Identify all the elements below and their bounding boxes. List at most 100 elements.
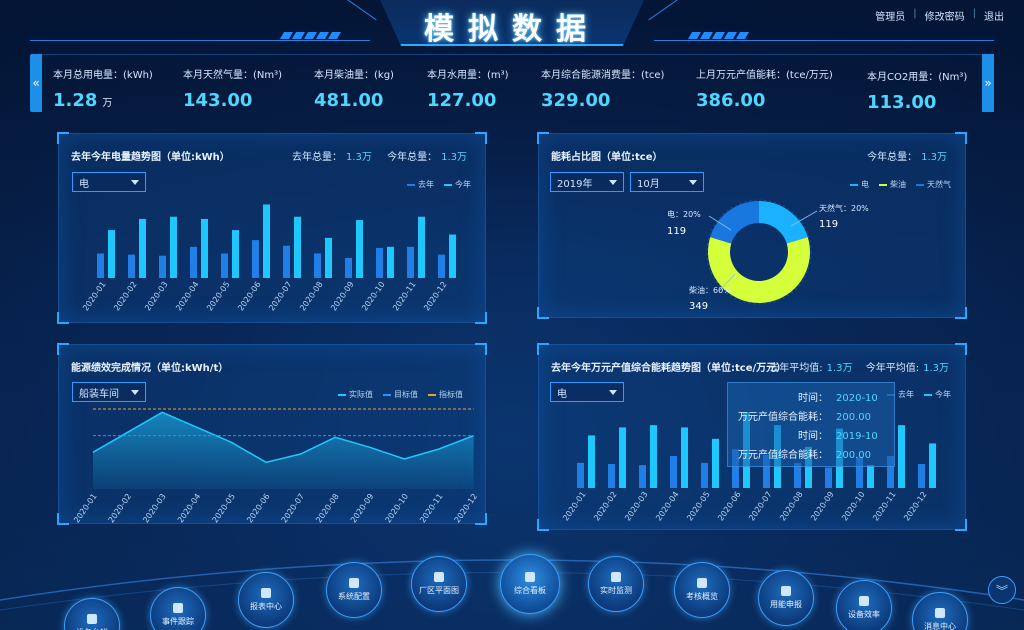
nav-assessment-button[interactable]: 考核概览 bbox=[674, 562, 730, 618]
nav-realtime-button[interactable]: 实时监测 bbox=[588, 556, 644, 612]
nav-label: 实时监测 bbox=[600, 586, 632, 595]
panel-energy-performance: 能源绩效完成情况（单位:kWh/t） 船装车间 实际值 目标值 指标值 2020… bbox=[57, 343, 487, 525]
stat-label: 本月总用电量：(kWh) bbox=[53, 70, 153, 81]
bar-last-year bbox=[190, 246, 197, 278]
legend-this-year: 今年 bbox=[444, 179, 471, 190]
bar-this-year bbox=[650, 425, 657, 488]
title-plate bbox=[380, 0, 644, 46]
nav-config-button[interactable]: 系统配置 bbox=[326, 562, 382, 618]
chevron-double-down-icon[interactable]: ︾ bbox=[988, 576, 1016, 604]
stat-value: 1.28 万 bbox=[53, 90, 113, 111]
actual-area bbox=[93, 412, 474, 489]
nav-messages-button[interactable]: 消息中心 bbox=[912, 592, 968, 630]
this-year-average: 1.3万 bbox=[923, 363, 949, 374]
bar-last-year bbox=[376, 247, 383, 278]
this-year-total: 1.3万 bbox=[921, 152, 947, 163]
last-year-average: 1.3万 bbox=[826, 363, 853, 374]
nav-equipment-button[interactable]: 设备台帐 bbox=[64, 598, 120, 630]
bar-this-year bbox=[449, 234, 456, 278]
legend-index: 指标值 bbox=[428, 389, 463, 400]
clock-icon bbox=[611, 572, 621, 582]
nav-label: 事件跟踪 bbox=[162, 617, 194, 626]
header-line-right bbox=[654, 40, 994, 41]
performance-line-chart: 2020-01 2020-02 2020-03 2020-04 2020-05 2020-… bbox=[72, 408, 479, 525]
nav-reports-button[interactable]: 报表中心 bbox=[238, 572, 294, 628]
header: 模拟数据 管理员 | 修改密码 | 退出 bbox=[0, 0, 1024, 48]
energy-type-select[interactable]: 电 bbox=[72, 172, 146, 192]
nav-dashboard-button[interactable]: 综合看板 bbox=[500, 554, 560, 614]
stat-output-energy: 上月万元产值能耗：(tce/万元) 386.00 bbox=[696, 66, 833, 111]
expand-right-button[interactable]: » bbox=[982, 54, 994, 112]
bar-last-year bbox=[252, 240, 259, 278]
bar-last-year bbox=[763, 454, 770, 488]
x-tick-label: 2020-02 bbox=[112, 280, 139, 313]
panel-corner bbox=[537, 307, 549, 319]
nav-label: 用能申报 bbox=[770, 600, 802, 609]
legend-last-year: 去年 bbox=[407, 179, 434, 190]
panel-corner bbox=[475, 132, 487, 144]
tooltip-row: 万元产值综合能耗： 200.00 bbox=[738, 450, 871, 461]
panel-electric-trend: 去年今年电量趋势图（单位:kWh） 去年总量： 1.3万 今年总量： 1.3万 电 … bbox=[57, 132, 487, 324]
x-tick-label: 2020-12 bbox=[422, 280, 449, 313]
header-accent-right bbox=[648, 0, 682, 21]
x-tick-label: 2020-11 bbox=[391, 280, 418, 313]
bar-last-year bbox=[159, 255, 166, 278]
link-separator: | bbox=[913, 8, 917, 19]
nav-events-button[interactable]: 事件跟踪 bbox=[150, 587, 206, 630]
x-tick-label: 2020-06 bbox=[236, 280, 263, 313]
panel-corner bbox=[537, 132, 549, 144]
bar-this-year bbox=[867, 465, 874, 488]
header-line-left bbox=[30, 40, 370, 41]
x-tick-label: 2020-01 bbox=[81, 280, 108, 313]
nav-apply-button[interactable]: 用能申报 bbox=[758, 570, 814, 626]
x-tick-label: 2020-07 bbox=[267, 280, 294, 313]
stat-value: 386.00 bbox=[696, 90, 766, 111]
tooltip-row: 时间： 2020-10 bbox=[798, 393, 878, 404]
logout-link[interactable]: 退出 bbox=[984, 12, 1004, 23]
building-icon bbox=[434, 572, 444, 582]
nav-plant-button[interactable]: 厂区平面图 bbox=[411, 556, 467, 612]
legend-electric: 电 bbox=[850, 179, 869, 190]
legend-this-year: 今年 bbox=[924, 389, 951, 400]
panel-corner bbox=[57, 132, 69, 144]
stat-label: 本月柴油量：(kg) bbox=[314, 70, 394, 81]
chart-legend: 实际值 目标值 指标值 bbox=[338, 389, 463, 400]
bar-last-year bbox=[345, 257, 352, 278]
bar-last-year bbox=[128, 254, 135, 278]
admin-link[interactable]: 管理员 bbox=[875, 12, 906, 23]
signal-icon bbox=[173, 603, 183, 613]
stats-top-line bbox=[42, 54, 982, 55]
bar-this-year bbox=[170, 216, 177, 278]
bar-last-year bbox=[887, 456, 894, 488]
slice-value: 119 bbox=[667, 226, 686, 237]
bar-last-year bbox=[221, 253, 228, 278]
bar-this-year bbox=[325, 237, 332, 278]
month-select[interactable]: 10月 bbox=[630, 172, 704, 192]
nav-strategy-button[interactable]: 设备效率 bbox=[836, 580, 892, 630]
bar-last-year bbox=[97, 253, 104, 278]
grid-icon bbox=[697, 578, 707, 588]
stat-label: 本月水用量：(m³) bbox=[427, 70, 509, 81]
bar-last-year bbox=[794, 462, 801, 488]
output-energy-bar-chart: 2020-01 2020-02 2020-03 2020-04 2020-05 2020-… bbox=[561, 412, 936, 523]
panel-title: 去年今年电量趋势图（单位:kWh） bbox=[71, 152, 230, 163]
year-select[interactable]: 2019年 bbox=[550, 172, 624, 192]
stat-diesel: 本月柴油量：(kg) 481.00 bbox=[314, 66, 394, 111]
stat-unit: 万 bbox=[102, 98, 113, 109]
panel-title: 去年今年万元产值综合能耗趋势图（单位:tce/万元） bbox=[551, 363, 787, 374]
slice-label: 天然气：20% bbox=[819, 203, 869, 213]
workshop-select[interactable]: 船装车间 bbox=[72, 382, 146, 402]
leader-line bbox=[708, 215, 732, 231]
change-password-link[interactable]: 修改密码 bbox=[924, 12, 965, 23]
chart-tooltip: 时间： 2020-10 万元产值综合能耗： 200.00 时间： 2019-10 万元… bbox=[727, 382, 895, 467]
stripes-left bbox=[279, 32, 342, 39]
x-tick-label: 2020-09 bbox=[329, 280, 356, 313]
collapse-left-button[interactable]: « bbox=[30, 54, 42, 112]
slice-value: 119 bbox=[819, 219, 838, 230]
panel-energy-ratio: 能耗占比图（单位:tce） 今年总量： 1.3万 2019年 10月 电 柴油 天… bbox=[537, 132, 967, 319]
electric-bar-chart: 2020-01 2020-02 2020-03 2020-04 2020-05 2020-… bbox=[81, 204, 456, 313]
nav-label: 消息中心 bbox=[924, 622, 956, 630]
nav-label: 系统配置 bbox=[338, 592, 370, 601]
energy-type-select[interactable]: 电 bbox=[550, 382, 624, 402]
legend-diesel: 柴油 bbox=[879, 179, 906, 190]
